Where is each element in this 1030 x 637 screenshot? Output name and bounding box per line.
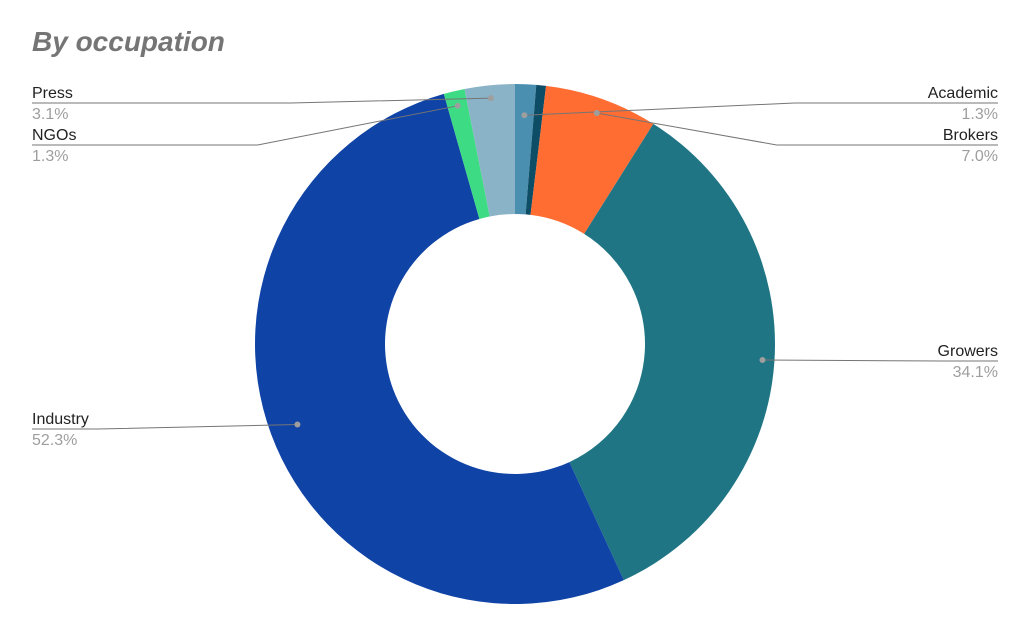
slice-industry [254, 93, 624, 605]
chart-title: By occupation [32, 26, 225, 57]
value-growers: 34.1% [953, 364, 998, 381]
leader-dot-industry [294, 421, 301, 428]
slice-brokers [530, 85, 654, 234]
leader-line-academic [524, 102, 998, 116]
value-ngos: 1.3% [32, 148, 68, 165]
slice-growers [569, 123, 775, 581]
leader-dot-growers [759, 357, 766, 364]
leader-dot-academic [521, 112, 528, 119]
label-growers: Growers [938, 343, 998, 360]
value-press: 3.1% [32, 106, 68, 123]
label-industry: Industry [32, 411, 89, 428]
leader-line-brokers [596, 112, 998, 146]
leader-line-industry [32, 424, 298, 430]
leader-dot-ngos [454, 102, 461, 109]
value-academic: 1.3% [962, 106, 998, 123]
slice-ngos [443, 88, 490, 219]
label-ngos: NGOs [32, 127, 76, 144]
slice-press [464, 84, 515, 217]
value-industry: 52.3% [32, 432, 77, 449]
value-brokers: 7.0% [962, 148, 998, 165]
leader-dot-press [487, 95, 494, 102]
leader-dot-brokers [593, 110, 600, 117]
slice-unlabeled-1 [525, 84, 547, 215]
label-academic: Academic [928, 85, 998, 102]
leader-line-growers [762, 359, 998, 362]
leader-line-ngos [32, 105, 458, 146]
label-brokers: Brokers [943, 127, 998, 144]
label-press: Press [32, 85, 73, 102]
slice-academic [515, 84, 537, 215]
leader-line-press [32, 97, 491, 104]
